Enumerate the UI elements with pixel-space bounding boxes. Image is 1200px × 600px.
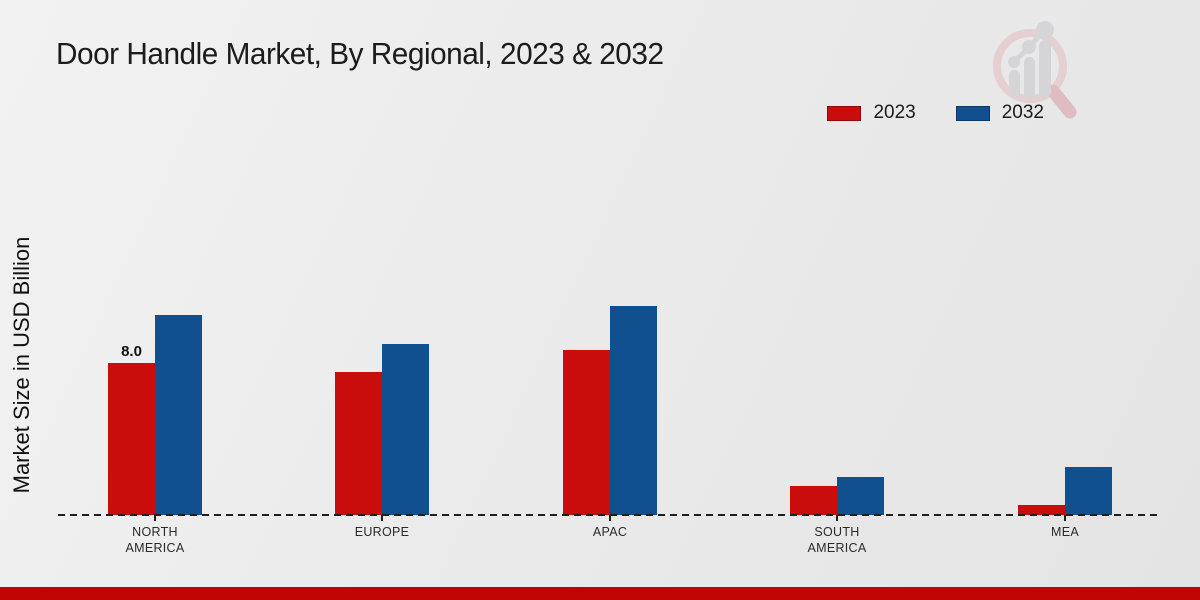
bar-2032-north-america bbox=[155, 315, 202, 515]
legend-label: 2023 bbox=[873, 102, 916, 123]
x-axis-tick bbox=[609, 515, 611, 521]
chart-title: Door Handle Market, By Regional, 2023 & … bbox=[56, 36, 664, 71]
legend-swatch-icon bbox=[955, 105, 990, 121]
bar-2032-mea bbox=[1065, 467, 1112, 515]
bar-2023-south-america bbox=[790, 486, 837, 515]
footer-accent-bar bbox=[0, 587, 1200, 600]
legend-label: 2032 bbox=[1001, 102, 1044, 123]
bar-2032-europe bbox=[382, 344, 429, 515]
x-axis-tick bbox=[1064, 515, 1066, 521]
bar-2023-mea bbox=[1018, 505, 1065, 515]
y-axis-label: Market Size in USD Billion bbox=[9, 236, 34, 494]
legend-swatch-icon bbox=[827, 105, 862, 121]
bar-2032-apac bbox=[610, 306, 657, 515]
x-axis-tick bbox=[836, 515, 838, 521]
legend-item-2032: 2032 bbox=[955, 102, 1044, 124]
legend-item-2023: 2023 bbox=[827, 102, 916, 124]
legend: 2023 2032 bbox=[827, 102, 1044, 124]
x-axis-tick bbox=[154, 515, 156, 521]
x-axis-baseline bbox=[58, 514, 1158, 516]
bar-2023-europe bbox=[335, 372, 382, 515]
magnifier-growth-chart-logo-icon bbox=[993, 21, 1077, 119]
x-axis-category-label: NORTH AMERICA bbox=[125, 525, 185, 556]
x-axis-category-label: APAC bbox=[592, 525, 628, 539]
x-axis-category-label: MEA bbox=[1051, 525, 1079, 539]
x-axis-category-label: EUROPE bbox=[354, 525, 410, 539]
x-axis-tick bbox=[381, 515, 383, 521]
x-axis-category-label: SOUTH AMERICA bbox=[807, 525, 867, 556]
bar-2023-north-america bbox=[108, 363, 155, 515]
bar-value-label: 8.0 bbox=[121, 343, 142, 360]
bar-2023-apac bbox=[563, 350, 610, 515]
bar-2032-south-america bbox=[837, 477, 884, 515]
